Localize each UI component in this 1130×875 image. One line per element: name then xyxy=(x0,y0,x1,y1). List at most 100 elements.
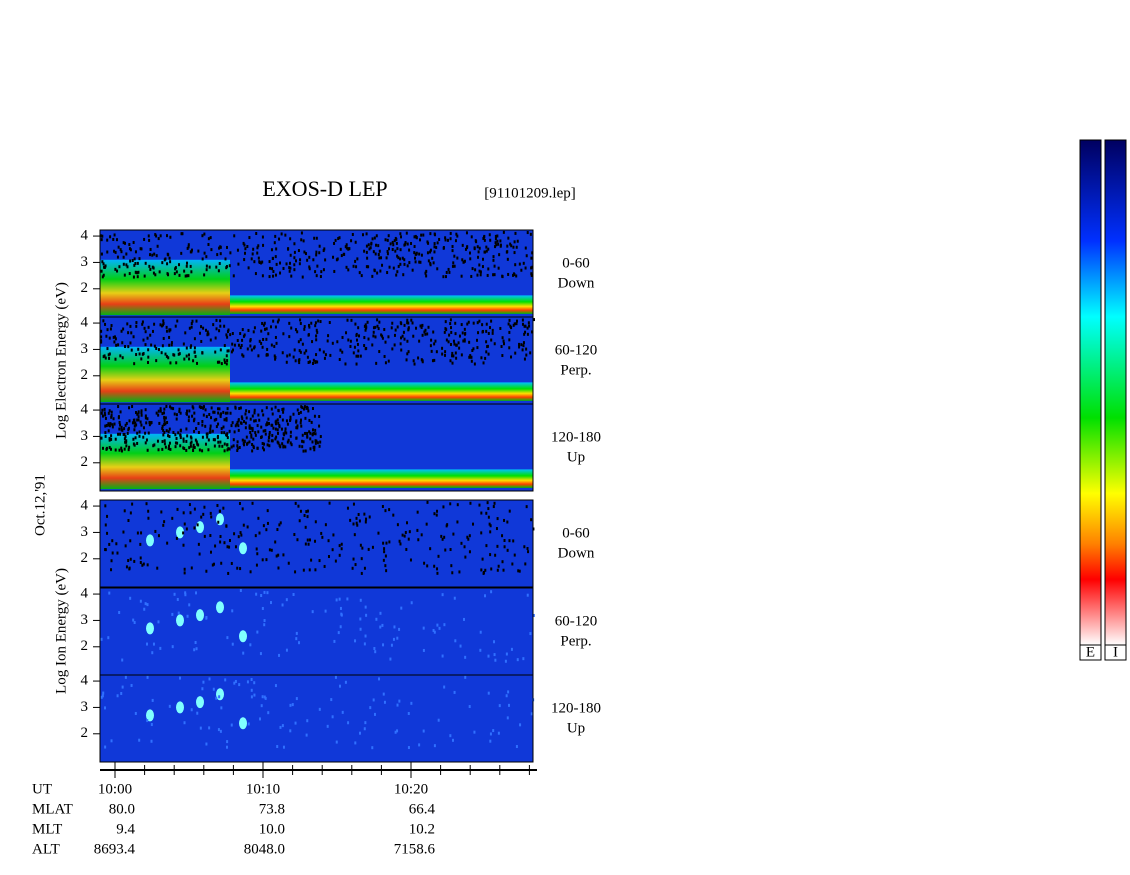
noise xyxy=(368,515,371,519)
noise xyxy=(285,431,288,435)
noise xyxy=(354,563,357,567)
noise xyxy=(128,406,131,410)
noise xyxy=(226,745,229,749)
ephemeris-value: 7158.6 xyxy=(394,841,436,857)
noise xyxy=(393,343,396,347)
noise xyxy=(455,356,458,360)
noise xyxy=(271,267,274,271)
noise xyxy=(319,440,322,444)
noise xyxy=(113,422,116,426)
noise xyxy=(407,350,410,354)
noise xyxy=(123,437,126,441)
noise xyxy=(276,431,279,435)
noise xyxy=(212,562,215,566)
noise xyxy=(368,247,371,251)
noise xyxy=(108,542,111,546)
noise xyxy=(293,250,296,254)
noise xyxy=(480,356,483,360)
noise xyxy=(408,248,411,252)
noise xyxy=(347,247,350,251)
noise xyxy=(494,553,497,557)
noise xyxy=(456,503,459,507)
noise xyxy=(501,354,504,358)
noise xyxy=(152,642,155,646)
noise xyxy=(210,406,213,410)
noise xyxy=(426,500,429,504)
noise xyxy=(405,231,408,235)
noise xyxy=(407,746,410,750)
noise xyxy=(314,324,317,328)
noise xyxy=(139,561,142,565)
noise xyxy=(188,446,191,450)
noise xyxy=(173,272,176,276)
noise xyxy=(227,447,230,451)
noise xyxy=(413,244,416,248)
noise xyxy=(409,558,412,562)
noise xyxy=(195,440,198,444)
noise xyxy=(449,231,452,235)
noise xyxy=(214,336,217,340)
noise xyxy=(160,351,163,355)
noise xyxy=(104,431,107,435)
noise xyxy=(124,435,127,439)
noise xyxy=(106,238,109,242)
noise xyxy=(476,346,479,350)
noise xyxy=(178,273,181,277)
noise xyxy=(442,246,445,250)
noise xyxy=(355,338,358,342)
noise xyxy=(485,249,488,253)
noise xyxy=(110,413,113,417)
colorbar xyxy=(1079,139,1102,646)
noise xyxy=(270,548,273,552)
noise xyxy=(296,330,299,334)
noise xyxy=(510,244,513,248)
noise xyxy=(262,323,265,327)
noise xyxy=(140,531,143,535)
noise xyxy=(144,414,147,418)
noise xyxy=(353,533,356,537)
noise xyxy=(494,241,497,245)
noise xyxy=(202,512,205,516)
noise xyxy=(523,324,526,328)
noise xyxy=(267,332,270,336)
noise xyxy=(286,354,289,358)
y-tick-label: 3 xyxy=(81,612,89,628)
noise xyxy=(315,253,318,257)
noise xyxy=(101,408,104,412)
noise xyxy=(382,643,385,647)
noise xyxy=(483,234,486,238)
noise xyxy=(224,678,227,682)
noise xyxy=(451,249,454,253)
noise xyxy=(380,256,383,260)
y-tick-label: 4 xyxy=(81,673,89,689)
noise xyxy=(412,359,415,363)
noise xyxy=(137,347,140,351)
noise xyxy=(157,409,160,413)
noise xyxy=(308,430,311,434)
y-tick-label: 3 xyxy=(81,254,89,270)
noise xyxy=(372,334,375,338)
noise xyxy=(367,547,370,551)
colorbar-box xyxy=(1104,644,1127,661)
noise xyxy=(293,263,296,267)
noise xyxy=(127,345,130,349)
noise xyxy=(296,424,299,428)
noise xyxy=(285,262,288,266)
noise xyxy=(311,440,314,444)
noise xyxy=(193,445,196,449)
noise xyxy=(375,361,378,365)
noise xyxy=(168,704,171,708)
noise xyxy=(364,328,367,332)
noise xyxy=(250,348,253,352)
noise xyxy=(289,415,292,419)
noise xyxy=(289,417,292,421)
noise xyxy=(176,507,179,511)
noise xyxy=(525,505,528,509)
noise xyxy=(461,331,464,335)
noise xyxy=(359,627,362,631)
noise xyxy=(530,712,533,716)
noise xyxy=(138,738,141,742)
noise xyxy=(384,509,387,513)
noise xyxy=(238,683,241,687)
noise xyxy=(308,267,311,271)
